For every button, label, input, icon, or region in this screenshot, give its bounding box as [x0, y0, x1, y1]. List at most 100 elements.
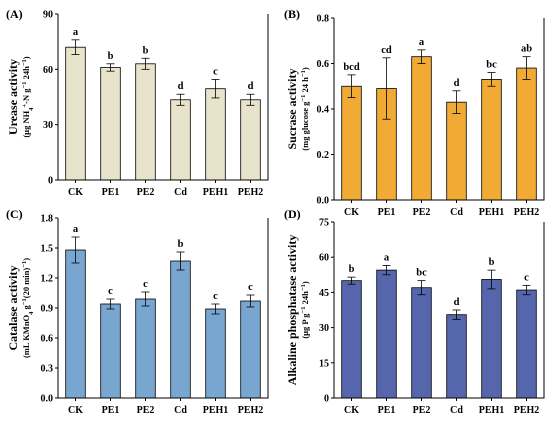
significance-letter: bc: [486, 60, 497, 71]
error-bar: [106, 298, 115, 310]
y-tick-label: 0.4: [317, 105, 330, 116]
x-tick-label: PE1: [102, 187, 120, 198]
bar: [240, 300, 261, 399]
bar: [240, 99, 261, 181]
y-axis-units: (mg glucose g−1 24 h−1): [299, 67, 310, 151]
y-axis-units-part: g: [21, 304, 31, 311]
panel-label: (D): [284, 207, 301, 221]
error-bar: [141, 57, 150, 70]
y-axis-units-part: 24h: [21, 66, 31, 82]
error-bar: [382, 265, 391, 276]
y-tick-label: 0.2: [317, 150, 330, 161]
x-tick-label: PE1: [378, 207, 396, 218]
significance-letter: d: [454, 297, 460, 308]
y-axis-units-part: -N g: [21, 88, 31, 104]
axes-frame: [333, 18, 545, 201]
y-axis-units: (µg P g−1 24h−1): [299, 281, 310, 339]
y-axis-units-part: ): [300, 281, 310, 284]
panel-1: (B) bcd CK cd PE1 a PE2 d Cd bc PEH1 ab PEH2 0.0 0.2 0.…: [284, 7, 545, 218]
x-tick-label: PEH1: [479, 405, 505, 416]
bar: [446, 101, 467, 201]
significance-letter: a: [419, 37, 425, 48]
x-tick-label: PE2: [137, 405, 155, 416]
error-bar: [452, 309, 461, 320]
significance-letter: a: [73, 27, 79, 38]
x-tick-label: PEH2: [514, 405, 540, 416]
significance-letter: b: [489, 257, 495, 268]
bar: [170, 99, 191, 181]
y-axis-units-part: (mg glucose g: [300, 101, 310, 151]
bar: [100, 67, 121, 181]
y-axis-units-part: ): [300, 67, 310, 70]
y-axis-units-part: −1: [20, 82, 27, 89]
y-axis-units-part: −1: [299, 284, 306, 291]
y-axis-units-part: 4: [27, 311, 34, 315]
significance-letter: bc: [416, 268, 427, 279]
significance-letter: cd: [381, 45, 392, 56]
y-tick-label: 0.6: [41, 334, 54, 345]
x-tick-label: PE2: [137, 187, 155, 198]
significance-letter: c: [524, 272, 529, 283]
y-axis-units-part: 24 h: [300, 77, 310, 95]
y-axis-units-part: (20 min): [21, 268, 31, 299]
x-tick-label: PEH2: [514, 207, 540, 218]
y-axis-units-part: −1: [20, 261, 27, 268]
y-tick-label: 1.5: [41, 244, 54, 255]
y-axis-title: Alkaline phosphatase activity: [285, 235, 299, 386]
axes-frame: [57, 218, 269, 399]
y-axis-units-part: −1: [299, 70, 306, 77]
y-tick-label: 75: [319, 218, 329, 229]
y-tick-label: 0.9: [41, 304, 54, 315]
x-tick-label: Cd: [450, 207, 463, 218]
x-tick-label: Cd: [174, 187, 187, 198]
error-bar: [246, 93, 255, 106]
y-axis-units-part: −1: [299, 307, 306, 314]
y-axis-title: Catalase activity: [6, 266, 20, 351]
error-bar: [487, 72, 496, 87]
x-tick-label: PE2: [413, 207, 431, 218]
y-axis-units-part: 4: [27, 107, 34, 111]
bar: [341, 85, 362, 201]
y-axis-units-part: (mL KMnO: [21, 314, 31, 358]
significance-letter: a: [73, 224, 79, 235]
y-tick-label: 1.2: [41, 274, 54, 285]
y-tick-label: 0: [48, 176, 53, 187]
axes-frame: [333, 222, 545, 399]
y-tick-label: 60: [319, 253, 329, 264]
y-tick-label: 15: [319, 358, 329, 369]
y-tick-label: 60: [43, 65, 53, 76]
error-bar: [417, 49, 426, 64]
error-bar: [71, 236, 80, 264]
bar: [65, 46, 86, 181]
significance-letter: b: [108, 51, 114, 62]
bar: [170, 260, 191, 399]
bar: [100, 303, 121, 399]
x-tick-label: PE2: [413, 405, 431, 416]
x-tick-label: CK: [68, 187, 83, 198]
bar: [446, 314, 467, 399]
x-tick-label: CK: [344, 207, 359, 218]
bar: [481, 79, 502, 201]
error-bar: [347, 276, 356, 285]
y-axis-units-part: −1: [299, 95, 306, 102]
bar: [135, 298, 156, 399]
bar: [65, 249, 86, 399]
y-axis-units-part: 24h: [300, 291, 310, 307]
error-bar: [176, 251, 185, 271]
x-tick-label: PEH2: [238, 405, 264, 416]
error-bar: [246, 294, 255, 308]
significance-letter: c: [108, 286, 113, 297]
y-tick-label: 0.6: [317, 59, 330, 70]
error-bar: [106, 63, 115, 72]
panel-label: (B): [284, 7, 300, 21]
significance-letter: c: [143, 279, 148, 290]
bar: [411, 56, 432, 201]
y-axis-units-part: ): [21, 56, 31, 59]
significance-letter: d: [248, 81, 254, 92]
bar: [481, 279, 502, 399]
y-tick-label: 0.8: [317, 14, 330, 25]
y-axis-units-part: −1: [20, 59, 27, 66]
significance-letter: b: [178, 239, 184, 250]
error-bar: [71, 39, 80, 55]
